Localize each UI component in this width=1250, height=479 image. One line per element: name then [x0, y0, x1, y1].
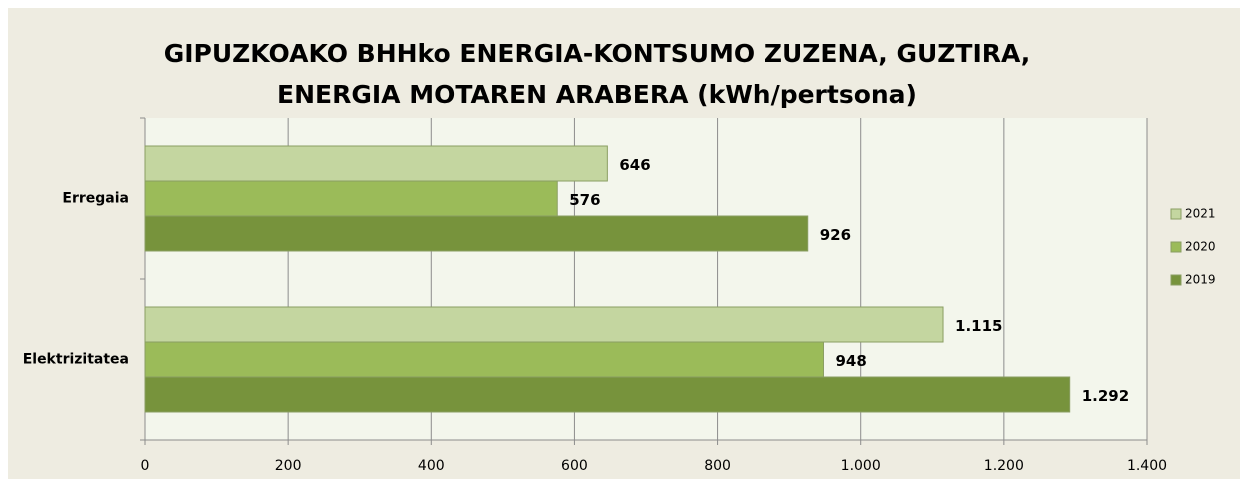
legend-swatch	[1170, 241, 1182, 253]
value-label: 576	[569, 191, 600, 209]
x-tick-label: 1.400	[1127, 458, 1167, 474]
chart-title: GIPUZKOAKO BHHko ENERGIA-KONTSUMO ZUZENA…	[164, 39, 1031, 68]
x-tick-label: 0	[141, 458, 150, 474]
legend-label: 2021	[1185, 207, 1216, 221]
x-tick-label: 400	[418, 458, 445, 474]
x-tick-label: 800	[704, 458, 731, 474]
category-label: Elektrizitatea	[23, 352, 129, 368]
bar	[144, 145, 608, 182]
x-tick-label: 200	[275, 458, 302, 474]
x-tick-label: 600	[561, 458, 588, 474]
bar	[144, 215, 809, 252]
legend-swatch	[1170, 208, 1182, 220]
x-tick-label: 1.200	[984, 458, 1024, 474]
value-label: 646	[619, 156, 650, 174]
legend-swatch	[1170, 274, 1182, 286]
bar	[144, 341, 824, 378]
value-label: 1.115	[955, 317, 1002, 335]
category-label: Erregaia	[62, 191, 129, 207]
value-label: 948	[835, 352, 866, 370]
value-label: 926	[820, 226, 851, 244]
chart-title: ENERGIA MOTAREN ARABERA (kWh/pertsona)	[277, 80, 917, 109]
bar	[144, 376, 1071, 413]
bar	[144, 306, 944, 343]
bar	[144, 180, 558, 217]
value-label: 1.292	[1082, 387, 1129, 405]
legend-label: 2020	[1185, 240, 1216, 254]
legend-label: 2019	[1185, 273, 1216, 287]
x-tick-label: 1.000	[841, 458, 881, 474]
